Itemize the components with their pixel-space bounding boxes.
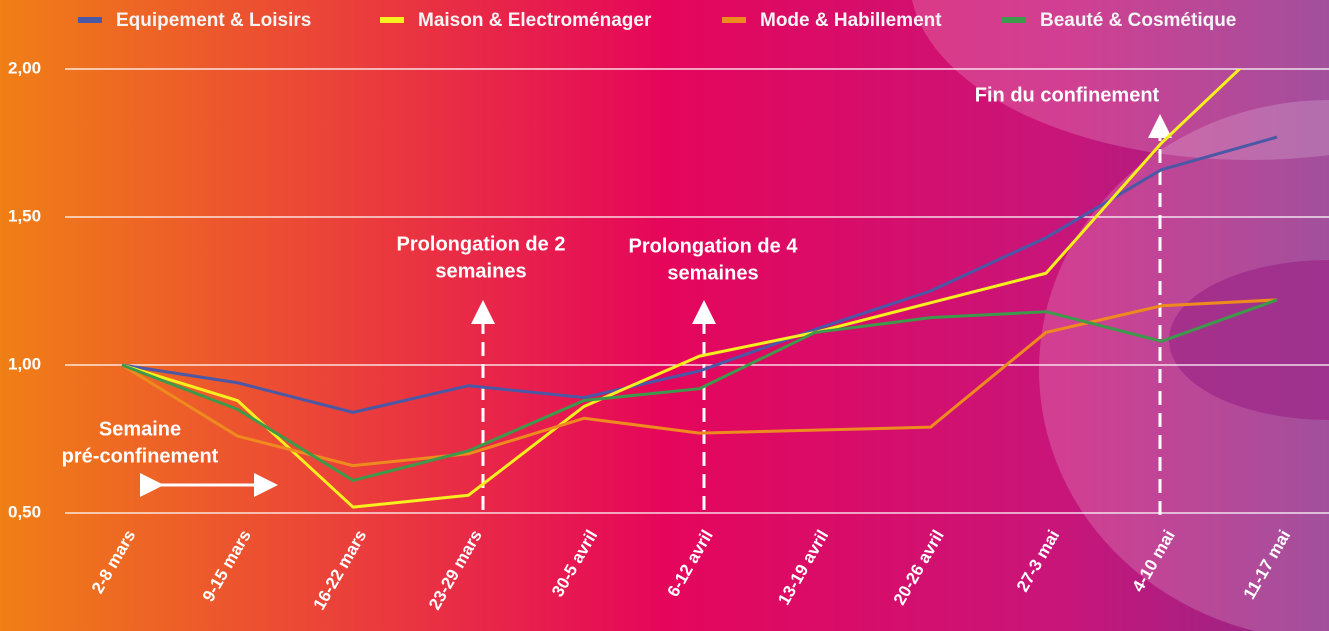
legend-label: Equipement & Loisirs: [116, 10, 311, 31]
y-tick-label: 1,50: [8, 206, 41, 225]
legend-swatch: [78, 17, 102, 23]
annotation: pré-confinement: [62, 445, 219, 467]
annotation: semaines: [667, 262, 758, 284]
series-line: [121, 135, 1278, 414]
y-tick-label: 1,00: [8, 354, 41, 373]
annotation: Prolongation de 2: [397, 233, 566, 255]
annotation: Fin du confinement: [975, 84, 1160, 106]
legend-label: Maison & Electroménager: [418, 10, 652, 31]
legend-swatch: [722, 17, 746, 23]
annotation: semaines: [435, 260, 526, 282]
annotation: Semaine: [99, 418, 181, 440]
series-line: [121, 69, 1242, 509]
legend-swatch: [1002, 17, 1026, 23]
legend-label: Mode & Habillement: [760, 10, 942, 31]
legend-swatch: [380, 17, 404, 23]
annotations: Semaine pré-confinement Prolongation de …: [62, 84, 1172, 515]
y-tick-label: 2,00: [8, 58, 41, 77]
annotation: Prolongation de 4: [629, 235, 799, 257]
series-line: [121, 298, 1278, 482]
y-tick-label: 0,50: [8, 502, 41, 521]
plot-lines: [121, 69, 1278, 509]
legend-label: Beauté & Cosmétique: [1040, 10, 1236, 31]
